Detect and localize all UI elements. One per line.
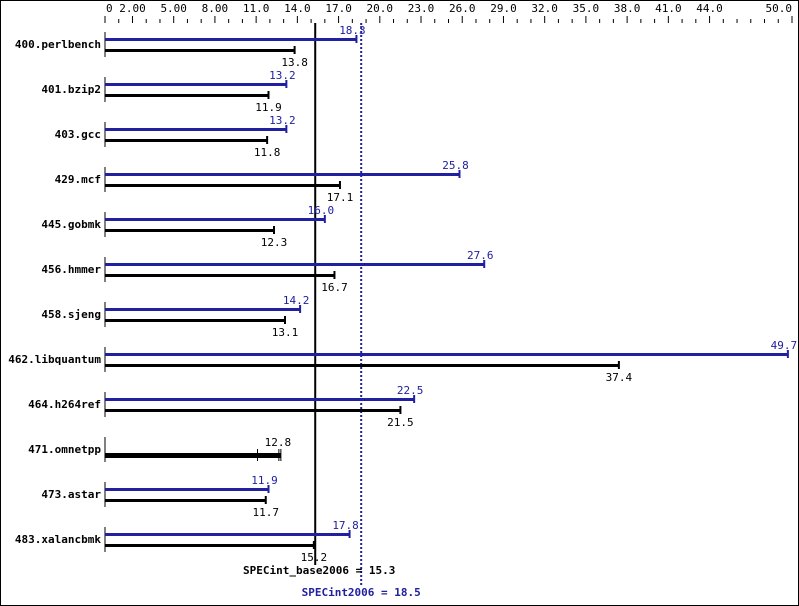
peak-bar: [105, 218, 325, 221]
base-bar: [105, 319, 285, 322]
tick-label: 50.0: [766, 2, 793, 15]
base-bar: [105, 49, 295, 52]
tick-label: 41.0: [655, 2, 682, 15]
benchmark-label: 401.bzip2: [41, 83, 101, 96]
peak-bar: [105, 83, 287, 86]
base-reference-label: SPECint_base2006 = 15.3: [243, 564, 395, 577]
tick-label: 23.0: [408, 2, 435, 15]
peak-value-label: 27.6: [467, 249, 494, 262]
peak-value-label: 13.2: [269, 69, 296, 82]
tick-label: 14.0: [284, 2, 311, 15]
tick-label: 26.0: [449, 2, 476, 15]
base-value-label: 15.2: [301, 551, 328, 564]
peak-value-label: 49.7: [771, 339, 798, 352]
tick-label: 35.0: [573, 2, 600, 15]
tick-label: 2.00: [119, 2, 146, 15]
benchmark-label: 473.astar: [41, 488, 101, 501]
tick-label: 8.00: [202, 2, 229, 15]
base-value-label: 17.1: [327, 191, 354, 204]
base-value-label: 12.3: [261, 236, 288, 249]
tick-label: 29.0: [490, 2, 517, 15]
benchmark-label: 429.mcf: [55, 173, 101, 186]
peak-value-label: 13.2: [269, 114, 296, 127]
base-bar: [105, 94, 269, 97]
benchmark-label: 458.sjeng: [41, 308, 101, 321]
benchmark-label: 464.h264ref: [28, 398, 101, 411]
benchmark-label: 471.omnetpp: [28, 443, 101, 456]
peak-value-label: 11.9: [251, 474, 278, 487]
benchmark-label: 400.perlbench: [15, 38, 101, 51]
tick-label: 5.00: [160, 2, 187, 15]
benchmark-label: 445.gobmk: [41, 218, 101, 231]
tick-label: 17.0: [325, 2, 352, 15]
base-bar: [105, 229, 275, 232]
tick-label: 20.0: [367, 2, 394, 15]
base-bar: [105, 409, 401, 412]
tick-label: 11.0: [243, 2, 270, 15]
peak-reference-label: SPECint2006 = 18.5: [302, 586, 421, 599]
peak-bar: [105, 398, 415, 401]
tick-label: 32.0: [531, 2, 558, 15]
peak-bar: [105, 533, 350, 536]
base-bar: [105, 453, 281, 458]
peak-bar: [105, 38, 357, 41]
base-value-label: 16.7: [321, 281, 348, 294]
base-bar: [105, 364, 619, 367]
base-value-label: 11.9: [255, 101, 282, 114]
peak-bar: [105, 353, 788, 356]
benchmark-label: 483.xalancbmk: [15, 533, 101, 546]
peak-value-label: 17.8: [332, 519, 359, 532]
peak-value-label: 16.0: [308, 204, 335, 217]
peak-bar: [105, 308, 301, 311]
tick-label: 38.0: [614, 2, 641, 15]
peak-value-label: 22.5: [397, 384, 424, 397]
base-value-label: 13.1: [272, 326, 299, 339]
benchmark-label: 403.gcc: [55, 128, 101, 141]
peak-bar: [105, 173, 460, 176]
peak-value-label: 18.3: [339, 24, 366, 37]
benchmark-label: 456.hmmer: [41, 263, 101, 276]
base-value-label: 21.5: [387, 416, 414, 429]
base-bar: [105, 274, 335, 277]
base-bar: [105, 139, 268, 142]
base-bar: [105, 184, 340, 187]
base-value-label: 13.8: [281, 56, 308, 69]
base-value-label: 11.7: [253, 506, 280, 519]
base-value-label: 37.4: [606, 371, 633, 384]
peak-bar: [105, 128, 287, 131]
benchmark-label: 462.libquantum: [8, 353, 101, 366]
base-value-label: 11.8: [254, 146, 281, 159]
peak-bar: [105, 488, 269, 491]
peak-value-label: 14.2: [283, 294, 310, 307]
base-bar: [105, 499, 266, 502]
tick-label: 44.0: [696, 2, 723, 15]
tick-label: 0: [106, 2, 113, 15]
peak-bar: [105, 263, 485, 266]
base-value-label: 12.8: [265, 436, 292, 449]
base-bar: [105, 544, 314, 547]
peak-value-label: 25.8: [442, 159, 469, 172]
